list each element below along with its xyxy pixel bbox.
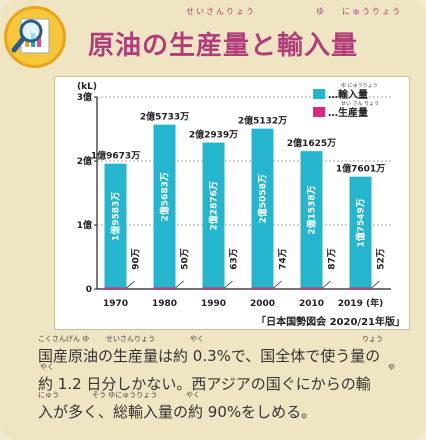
import-bar xyxy=(153,124,176,289)
import-value-label: 2億1538万 xyxy=(306,185,318,234)
total-label: 2億5733万 xyxy=(140,111,189,123)
production-bar xyxy=(349,287,372,289)
legend-swatch xyxy=(313,89,325,99)
body-line-3: 入が多く、総輸入量の約 90%をしめる。 xyxy=(38,403,317,421)
legend-label: …輸入量 xyxy=(328,88,368,101)
source-label: 「日本国勢図会 2020/21年版」 xyxy=(256,315,405,328)
production-bar xyxy=(251,287,274,289)
y-tick-label: 1億 xyxy=(77,219,92,231)
legend-swatch xyxy=(313,107,325,117)
import-bar xyxy=(202,142,225,289)
import-value-label: 2億5058万 xyxy=(257,174,269,223)
body-ruby: やく xyxy=(186,391,200,399)
legend-ruby: ゆ にゅうりょう xyxy=(341,83,378,89)
leader-line xyxy=(371,280,380,289)
import-value-label: 2億2876万 xyxy=(208,181,220,230)
leader-line xyxy=(273,280,282,289)
y-tick-label: 3億 xyxy=(77,91,92,103)
y-unit-label: (kL) xyxy=(77,82,97,92)
body-ruby: やく xyxy=(40,363,54,371)
title-ruby-yu: ゆ xyxy=(316,7,326,16)
leader-line xyxy=(175,280,184,289)
import-bar xyxy=(104,163,127,289)
magnifier-icon xyxy=(11,18,50,54)
body-ruby: りょう xyxy=(362,335,383,343)
production-bar xyxy=(300,287,323,289)
total-label: 2億2939万 xyxy=(189,129,238,141)
leader-line xyxy=(224,280,233,289)
y-tick-label: 2億 xyxy=(77,155,92,167)
leader-line xyxy=(322,280,331,289)
production-value-label: 87万 xyxy=(327,248,338,270)
chart-panel: (kL) 0 1億 2億 3億 1億9673万 1億9583万 90万 1970 2億5733万 2… xyxy=(54,76,410,330)
total-label: 2億5132万 xyxy=(238,115,287,127)
import-bar xyxy=(300,151,323,289)
production-value-label: 52万 xyxy=(376,248,387,270)
import-bar xyxy=(251,128,274,289)
production-value-label: 74万 xyxy=(278,248,289,270)
import-value-label: 1億7549万 xyxy=(355,198,367,247)
legend-label: …生産量 xyxy=(328,106,368,119)
x-tick-label: 2010 xyxy=(299,299,324,309)
x-tick-label: 2019 (年) xyxy=(338,297,383,309)
production-bar xyxy=(202,287,225,289)
import-value-label: 2億5683万 xyxy=(159,172,171,221)
import-value-label: 1億9583万 xyxy=(110,192,122,241)
body-ruby: にゅう xyxy=(38,391,59,399)
production-value-label: 50万 xyxy=(180,248,191,270)
bar-chart: (kL)01億2億3億1億9673万1億9583万90万19702億5733万2… xyxy=(77,82,405,328)
legend-ruby: せい さん りょう xyxy=(341,100,379,107)
production-bar xyxy=(153,287,176,289)
total-label: 2億1625万 xyxy=(287,137,336,149)
body-ruby: ゆ xyxy=(388,363,395,371)
body-ruby: そう ゆにゅうりょう xyxy=(92,391,158,399)
x-tick-label: 1990 xyxy=(201,299,226,309)
total-label: 1億7601万 xyxy=(336,163,385,175)
production-bar xyxy=(104,287,127,289)
x-tick-label: 1980 xyxy=(152,299,177,309)
title-ruby-nyuuryou: にゅうりょう xyxy=(342,7,402,16)
import-bar xyxy=(349,176,372,289)
x-tick-label: 1970 xyxy=(103,299,128,309)
body-ruby: せいさんりょう xyxy=(106,335,155,343)
production-value-label: 63万 xyxy=(229,248,240,270)
leader-line xyxy=(126,280,135,289)
page-title: 原油の生産量と輸入量 xyxy=(88,31,359,61)
production-value-label: 90万 xyxy=(131,248,142,270)
total-label: 1億9673万 xyxy=(91,150,140,162)
magnifier-icon-badge xyxy=(4,6,66,68)
y-tick-label: 0 xyxy=(86,285,92,295)
body-line-1: 国産原油の生産量は約 0.3%で、国全体で使う量の xyxy=(38,347,381,365)
title-bar: せいさんりょう ゆ にゅうりょう 原油の生産量と輸入量 xyxy=(0,0,426,78)
body-line-2: 約 1.2 日分しかない。西アジアの国ぐにからの輸 xyxy=(38,375,371,393)
body-ruby: こくさんげん ゆ xyxy=(38,335,90,343)
body-ruby: やく xyxy=(190,335,204,343)
x-tick-label: 2000 xyxy=(250,299,275,309)
title-ruby-seisanryou: せいさんりょう xyxy=(186,7,256,16)
